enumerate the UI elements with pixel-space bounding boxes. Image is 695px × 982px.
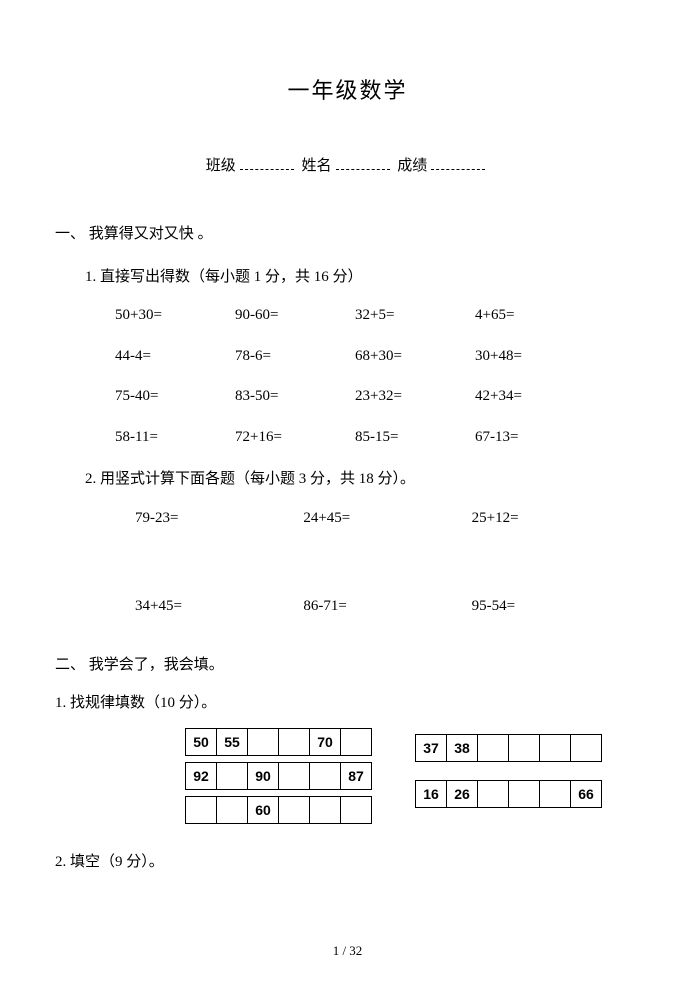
sequence-cell[interactable]: [217, 762, 248, 790]
sequence-cell[interactable]: [571, 734, 602, 762]
arithmetic-problem: 4+65=: [475, 301, 595, 330]
arithmetic-problem: 90-60=: [235, 301, 355, 330]
sequence-cell: 55: [217, 728, 248, 756]
name-label: 姓名: [301, 158, 331, 174]
sequence-table: 5055 70: [185, 728, 372, 757]
q1-row: 58-11=72+16=85-15=67-13=: [115, 423, 640, 452]
arithmetic-problem: 42+34=: [475, 382, 595, 411]
q1-row: 44-4=78-6=68+30=30+48=: [115, 342, 640, 371]
section-1-q2-heading: 2. 用竖式计算下面各题（每小题 3 分，共 18 分）。: [85, 465, 640, 494]
sequence-table: 1626 66: [415, 780, 602, 809]
class-blank[interactable]: [240, 155, 294, 170]
sequence-cell[interactable]: [279, 762, 310, 790]
arithmetic-problem: 83-50=: [235, 382, 355, 411]
sequence-table: 60: [185, 796, 372, 825]
q2-grid: 79-23=24+45=25+12= 34+45=86-71=95-54=: [135, 504, 640, 621]
sequence-cell: 92: [186, 762, 217, 790]
arithmetic-problem: 32+5=: [355, 301, 475, 330]
sequence-cell: 37: [416, 734, 447, 762]
section-1-heading: 一、 我算得又对又快 。: [55, 220, 640, 249]
sequence-cell[interactable]: [478, 780, 509, 808]
arithmetic-problem: 75-40=: [115, 382, 235, 411]
arithmetic-problem: 85-15=: [355, 423, 475, 452]
arithmetic-problem: 58-11=: [115, 423, 235, 452]
arithmetic-problem: 30+48=: [475, 342, 595, 371]
section-2-heading: 二、 我学会了，我会填。: [55, 651, 640, 680]
vertical-calc-problem: 79-23=: [135, 504, 303, 533]
sequence-cell: 90: [248, 762, 279, 790]
sequence-table: 3738: [415, 734, 602, 763]
sequence-cell: 50: [186, 728, 217, 756]
sequence-cell[interactable]: [540, 734, 571, 762]
section-2-q2-heading: 2. 填空（9 分）。: [55, 848, 640, 877]
sequence-cell: 66: [571, 780, 602, 808]
vertical-calc-problem: 86-71=: [303, 592, 471, 621]
sequence-cell[interactable]: [279, 796, 310, 824]
q2-row: 34+45=86-71=95-54=: [135, 592, 640, 621]
sequence-cell[interactable]: [310, 796, 341, 824]
sequence-cell[interactable]: [341, 728, 372, 756]
arithmetic-problem: 50+30=: [115, 301, 235, 330]
sequence-cell[interactable]: [509, 780, 540, 808]
arithmetic-problem: 72+16=: [235, 423, 355, 452]
sequence-cell[interactable]: [248, 728, 279, 756]
vertical-calc-problem: 34+45=: [135, 592, 303, 621]
sequence-cell: 87: [341, 762, 372, 790]
page-title: 一年级数学: [55, 70, 640, 112]
sequence-cell[interactable]: [217, 796, 248, 824]
sequence-cell[interactable]: [540, 780, 571, 808]
page: 一年级数学 班级 姓名 成绩 一、 我算得又对又快 。 1. 直接写出得数（每小…: [0, 0, 695, 982]
arithmetic-problem: 67-13=: [475, 423, 595, 452]
class-label: 班级: [206, 158, 236, 174]
sequence-table: 92 90 87: [185, 762, 372, 791]
arithmetic-problem: 78-6=: [235, 342, 355, 371]
vertical-calc-problem: 24+45=: [303, 504, 471, 533]
sequence-cell: 26: [447, 780, 478, 808]
q1-row: 50+30=90-60=32+5=4+65=: [115, 301, 640, 330]
q1-row: 75-40=83-50=23+32=42+34=: [115, 382, 640, 411]
sequence-cell[interactable]: [310, 762, 341, 790]
sequence-cell: 70: [310, 728, 341, 756]
vertical-calc-problem: 25+12=: [472, 504, 640, 533]
sequence-cell[interactable]: [509, 734, 540, 762]
sequence-cell: 16: [416, 780, 447, 808]
pattern-tables-area: 505570929087603738162666: [125, 728, 640, 848]
page-footer: 1 / 32: [0, 939, 695, 964]
sequence-cell[interactable]: [186, 796, 217, 824]
arithmetic-problem: 44-4=: [115, 342, 235, 371]
section-2-q1-heading: 1. 找规律填数（10 分）。: [55, 689, 640, 718]
q1-grid: 50+30=90-60=32+5=4+65= 44-4=78-6=68+30=30…: [115, 301, 640, 451]
sequence-cell[interactable]: [341, 796, 372, 824]
sequence-cell[interactable]: [478, 734, 509, 762]
name-blank[interactable]: [336, 155, 390, 170]
section-1-q1-heading: 1. 直接写出得数（每小题 1 分，共 16 分）: [85, 263, 640, 292]
sequence-cell[interactable]: [279, 728, 310, 756]
q2-row: 79-23=24+45=25+12=: [135, 504, 640, 533]
arithmetic-problem: 68+30=: [355, 342, 475, 371]
sequence-cell: 38: [447, 734, 478, 762]
arithmetic-problem: 23+32=: [355, 382, 475, 411]
student-info-line: 班级 姓名 成绩: [55, 152, 640, 181]
score-label: 成绩: [397, 158, 427, 174]
score-blank[interactable]: [431, 155, 485, 170]
vertical-calc-problem: 95-54=: [472, 592, 640, 621]
sequence-cell: 60: [248, 796, 279, 824]
